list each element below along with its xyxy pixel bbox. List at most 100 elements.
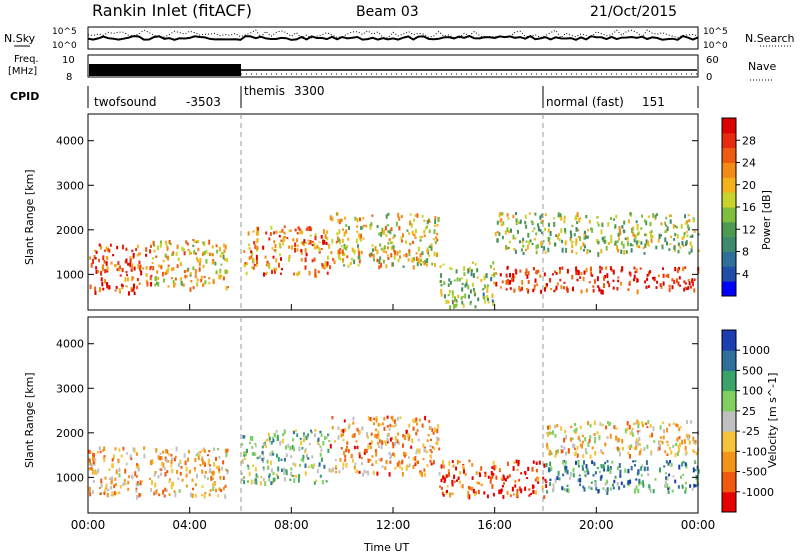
- power-cell: [607, 221, 610, 227]
- velocity-cell: [642, 480, 644, 485]
- power-cell: [684, 222, 687, 225]
- velocity-cell: [439, 485, 441, 488]
- velocity-cell: [272, 471, 275, 476]
- power-cell: [549, 278, 552, 283]
- velocity-cell: [337, 435, 340, 440]
- power-cell: [588, 219, 591, 224]
- power-cell: [121, 267, 124, 273]
- power-cell: [619, 230, 622, 236]
- power-cell: [495, 281, 498, 287]
- velocity-cell: [285, 445, 287, 450]
- velocity-cell: [264, 444, 267, 449]
- power-cell: [651, 234, 654, 239]
- velocity-cell: [434, 427, 437, 433]
- power-cell: [668, 248, 671, 251]
- velocity-cell: [600, 464, 603, 469]
- velocity-cell: [679, 426, 682, 429]
- velocity-cell: [520, 472, 523, 475]
- velocity-cell: [303, 432, 305, 437]
- velocity-cell: [315, 479, 318, 482]
- velocity-cell: [677, 445, 680, 449]
- velocity-cell: [647, 420, 650, 425]
- velocity-cell: [584, 474, 587, 477]
- power-cell: [576, 269, 579, 273]
- velocity-cell: [303, 434, 306, 438]
- power-cell: [471, 282, 474, 287]
- power-cell: [371, 244, 374, 247]
- power-cell: [600, 229, 603, 235]
- power-cell: [320, 248, 323, 250]
- power-cell: [476, 276, 479, 279]
- power-cell: [496, 238, 499, 243]
- velocity-cell: [377, 441, 380, 445]
- power-cell: [345, 224, 348, 227]
- power-cell: [684, 286, 687, 289]
- power-cell: [152, 266, 155, 271]
- velocity-cell: [685, 433, 688, 438]
- velocity-ylabel: Slant Range [km]: [23, 372, 36, 468]
- power-cell: [533, 227, 536, 230]
- nsearch-series-line: [87, 29, 699, 39]
- power-cell: [580, 246, 582, 251]
- power-cell: [524, 214, 527, 219]
- power-cell: [309, 234, 312, 237]
- power-cell: [576, 278, 579, 282]
- power-cell: [98, 258, 101, 263]
- power-cell: [464, 284, 467, 288]
- velocity-cell: [394, 435, 397, 441]
- power-cell: [186, 242, 189, 246]
- velocity-cell: [403, 451, 405, 457]
- power-cell: [545, 283, 548, 286]
- power-cell: [417, 257, 420, 262]
- power-cell: [550, 287, 552, 290]
- velocity-cell: [680, 475, 682, 479]
- velocity-cell: [589, 454, 592, 459]
- velocity-cell: [396, 462, 399, 467]
- velocity-cell: [645, 460, 648, 466]
- velocity-cell: [277, 466, 280, 472]
- power-cell: [332, 258, 335, 262]
- velocity-cell: [456, 459, 459, 465]
- nsky-label: N.Sky: [4, 32, 36, 45]
- velocity-cell: [531, 466, 534, 472]
- power-cell: [636, 289, 639, 295]
- velocity-cell: [648, 484, 651, 489]
- velocity-cell: [277, 456, 280, 462]
- power-cell: [303, 242, 306, 245]
- velocity-cell: [601, 423, 604, 427]
- velocity-cell: [187, 449, 190, 454]
- velocity-cell: [536, 476, 539, 480]
- power-cell: [496, 220, 499, 225]
- power-cell: [294, 228, 297, 232]
- power-cell: [674, 225, 677, 228]
- power-cell: [119, 265, 122, 270]
- velocity-cell: [689, 484, 692, 488]
- velocity-cell: [476, 481, 479, 484]
- power-cell: [402, 265, 405, 268]
- power-cell: [275, 258, 278, 263]
- power-cell: [167, 264, 170, 267]
- velocity-cell: [401, 467, 404, 471]
- power-cell: [553, 222, 556, 227]
- power-cell: [215, 270, 218, 275]
- power-cell: [666, 226, 669, 230]
- cpid-seg-3-name: normal (fast): [546, 95, 624, 109]
- power-cell: [326, 271, 329, 275]
- velocity-cell: [370, 432, 373, 436]
- velocity-cell: [678, 448, 681, 453]
- velocity-cell: [105, 483, 108, 488]
- power-cell: [413, 218, 415, 222]
- power-cell: [387, 246, 389, 250]
- power-cell: [300, 241, 303, 245]
- power-cell: [397, 259, 400, 263]
- velocity-cell: [537, 480, 540, 484]
- velocity-cell: [659, 440, 662, 443]
- velocity-cell: [125, 462, 128, 466]
- velocity-cell: [394, 424, 396, 428]
- power-cell: [409, 242, 412, 246]
- velocity-cell: [491, 473, 494, 479]
- power-cell: [558, 233, 561, 237]
- velocity-cell: [606, 487, 609, 492]
- power-cell: [270, 225, 273, 230]
